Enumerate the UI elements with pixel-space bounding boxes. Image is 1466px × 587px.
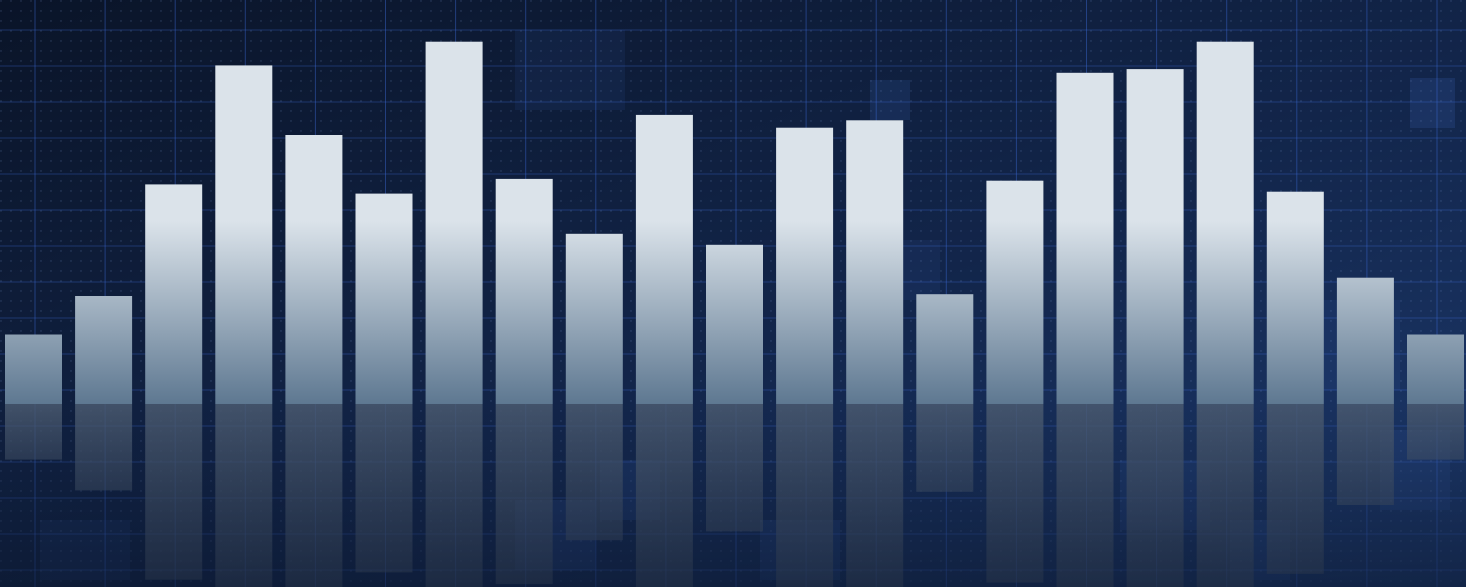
- bar: [5, 334, 62, 404]
- bar: [1407, 334, 1464, 404]
- bar: [706, 244, 763, 404]
- reflection-fade: [0, 404, 1466, 587]
- bar: [355, 193, 413, 404]
- bar: [215, 65, 273, 405]
- bar: [1126, 69, 1184, 404]
- bar: [75, 296, 133, 404]
- bar: [565, 233, 623, 404]
- bar: [776, 127, 834, 404]
- bar: [1196, 41, 1254, 404]
- bar: [495, 178, 553, 404]
- bar: [1336, 277, 1394, 404]
- bar: [846, 120, 904, 405]
- bar: [425, 41, 483, 404]
- bar: [285, 135, 343, 404]
- bar: [986, 180, 1044, 404]
- bar: [1056, 72, 1114, 405]
- bar: [916, 294, 974, 404]
- bar: [635, 114, 693, 405]
- bar: [145, 184, 203, 404]
- bar: [1266, 191, 1324, 404]
- bars: [5, 41, 1464, 405]
